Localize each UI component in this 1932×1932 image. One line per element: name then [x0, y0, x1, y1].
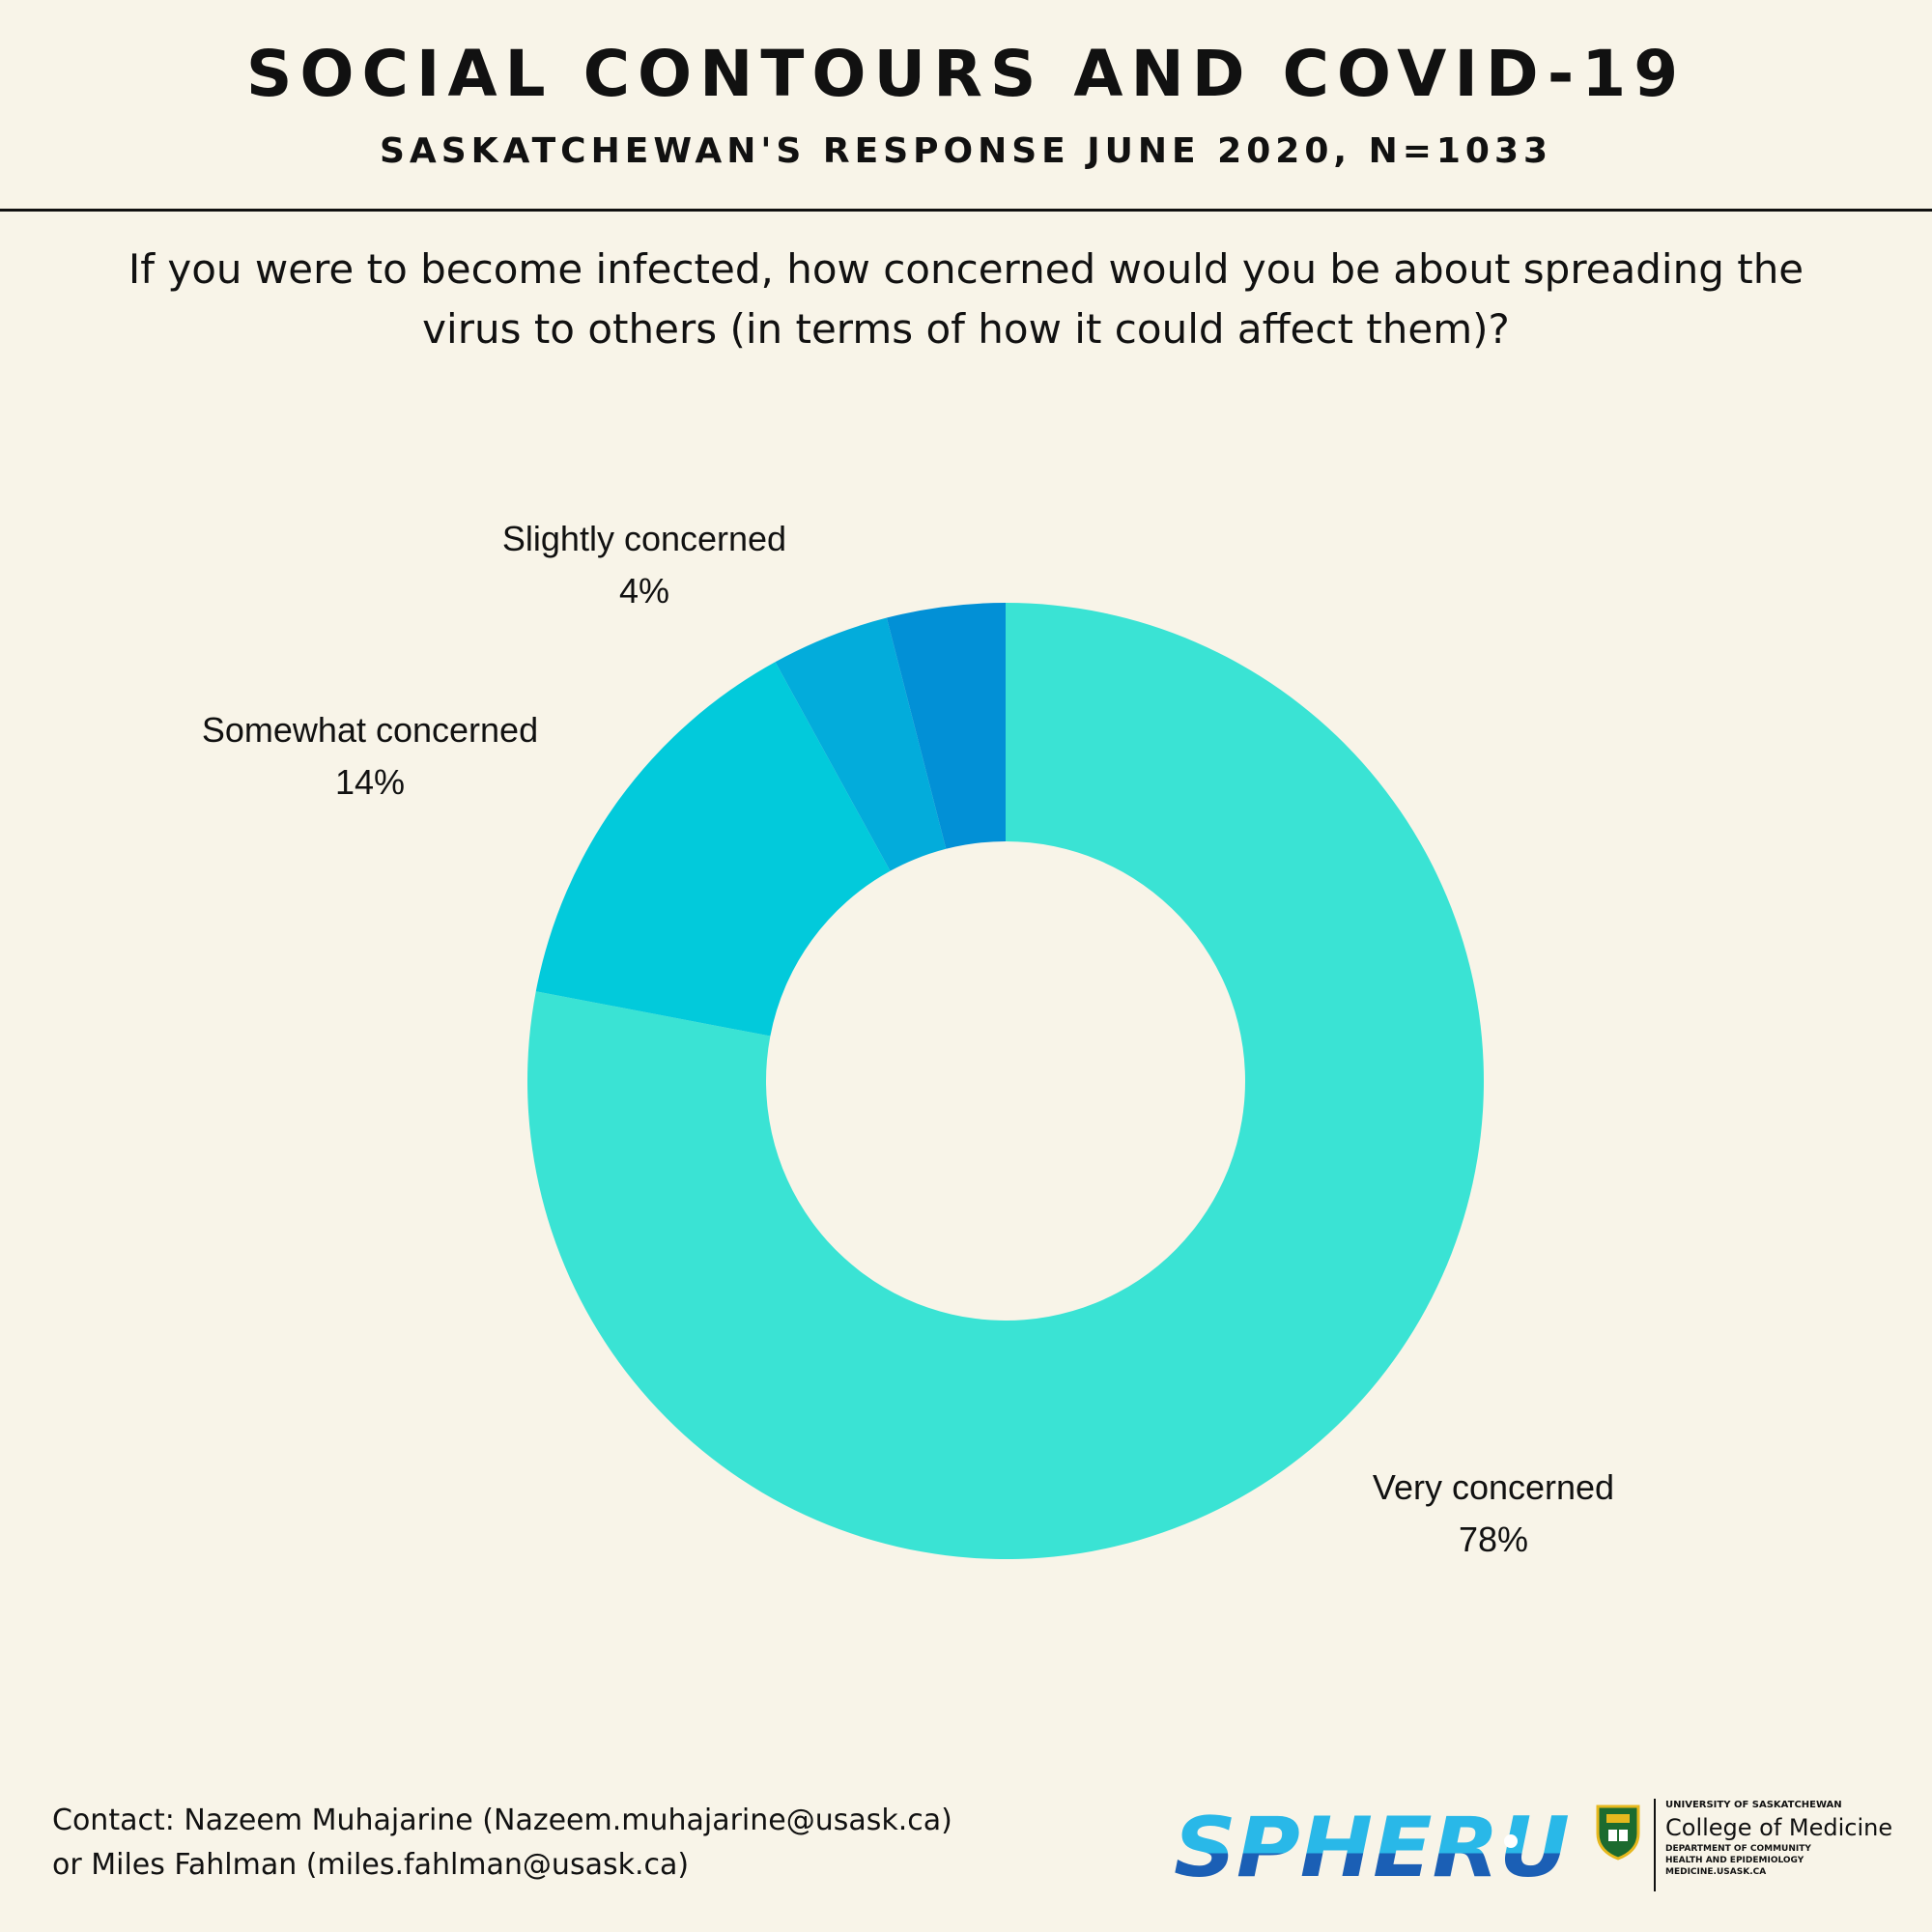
survey-question: If you were to become infected, how conc…	[128, 245, 1804, 353]
donut-slice-very-concerned	[526, 603, 1484, 1559]
donut-slice-slightly-concerned	[775, 617, 947, 871]
usask-logo: UNIVERSITY OF SASKATCHEWAN College of Me…	[1594, 1799, 1893, 1895]
page-title: SOCIAL CONTOURS AND COVID-19	[245, 37, 1687, 111]
slice-label: Somewhat concerned	[202, 710, 538, 750]
slice-value-label: 78%	[1459, 1520, 1528, 1559]
usask-divider	[1654, 1799, 1656, 1891]
usask-wordmark: UNIVERSITY OF SASKATCHEWAN College of Me…	[1665, 1799, 1892, 1878]
usask-url: MEDICINE.USASK.CA	[1665, 1867, 1767, 1877]
usask-university: UNIVERSITY OF SASKATCHEWAN	[1665, 1800, 1842, 1810]
header-divider	[0, 209, 1932, 212]
slice-label: Slightly concerned	[502, 519, 786, 558]
usask-dept-line-1: DEPARTMENT OF COMMUNITY	[1665, 1844, 1811, 1854]
slice-value-label: 14%	[335, 762, 405, 802]
donut-slice-unlabeled	[886, 603, 1006, 849]
usask-crest-icon	[1596, 1804, 1640, 1861]
spheru-star-icon	[1504, 1834, 1518, 1848]
spheru-wordmark: SPHERU	[1174, 1804, 1570, 1884]
slice-value-label: 4%	[619, 571, 669, 611]
spheru-logo: SPHERU	[1174, 1804, 1570, 1884]
usask-dept-line-2: HEALTH AND EPIDEMIOLOGY	[1665, 1856, 1804, 1865]
contact-line-2: or Miles Fahlman (miles.fahlman@usask.ca…	[52, 1848, 690, 1882]
usask-college: College of Medicine	[1665, 1814, 1893, 1841]
donut-slice-somewhat-concerned	[535, 662, 891, 1037]
page-subtitle: SASKATCHEWAN'S RESPONSE JUNE 2020, N=103…	[379, 131, 1553, 171]
contact-line-1: Contact: Nazeem Muhajarine (Nazeem.muhaj…	[52, 1804, 952, 1837]
contact-footer: Contact: Nazeem Muhajarine (Nazeem.muhaj…	[52, 1799, 952, 1888]
slice-label: Very concerned	[1373, 1467, 1614, 1507]
